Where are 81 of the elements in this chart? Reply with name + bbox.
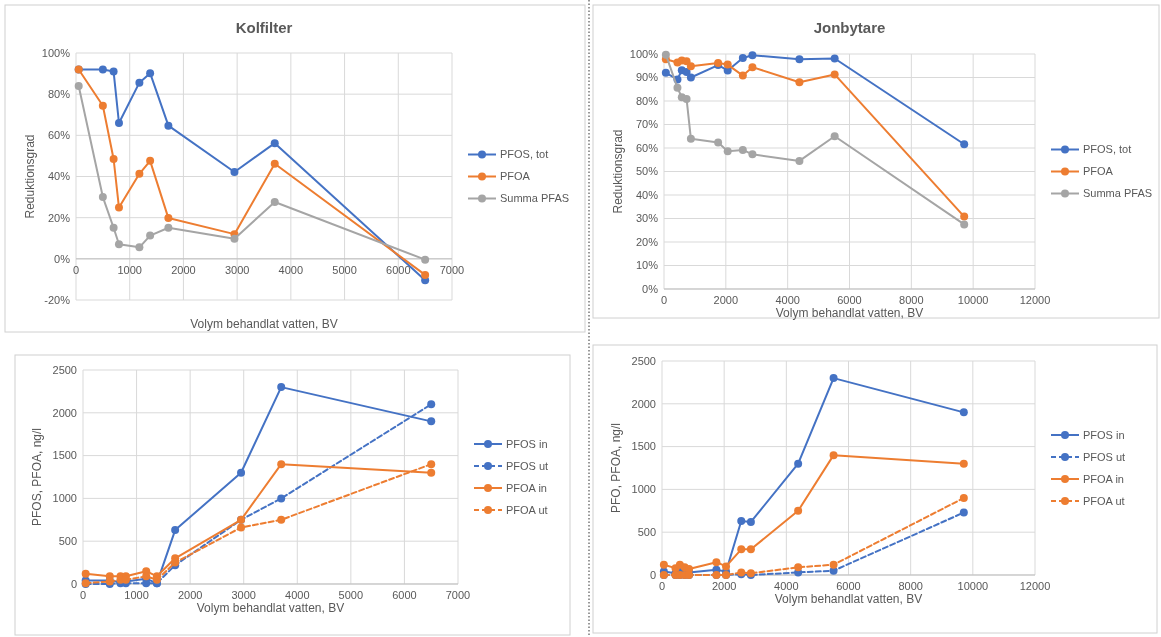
y-tick-label: 20%: [635, 235, 659, 248]
y-tick-label: 60%: [635, 141, 659, 154]
y-tick-label: 500: [58, 535, 77, 548]
y-axis-title: PFOS, PFOA, ng/l: [30, 427, 44, 527]
y-tick-label: 40%: [635, 188, 659, 201]
x-tick-label: 1000: [124, 589, 149, 601]
x-tick-label: 7000: [439, 263, 465, 276]
x-tick-label: 2000: [711, 580, 737, 592]
y-axis-title: Reduktionsgrad: [23, 134, 37, 219]
x-tick-label: 6000: [837, 294, 862, 306]
x-tick-label: 2000: [171, 263, 196, 276]
y-axis-title: PFO, PFOA, ng/l: [609, 422, 623, 514]
y-tick-label: 80%: [635, 94, 659, 107]
x-tick-label: 4000: [285, 589, 310, 601]
x-tick-label: 0: [79, 589, 87, 601]
legend-label: PFOA ut: [506, 503, 548, 516]
y-tick-label: 1000: [52, 492, 77, 505]
x-tick-label: 5000: [338, 589, 364, 601]
x-tick-label: 8000: [898, 580, 923, 592]
y-tick-label: 2000: [631, 397, 656, 410]
y-tick-label: 80%: [47, 88, 71, 101]
x-tick-label: 10000: [957, 580, 989, 592]
x-tick-label: 3000: [224, 263, 250, 276]
legend-label: PFOS ut: [1083, 450, 1126, 463]
chart-title: Kolfilter: [235, 19, 293, 36]
x-tick-label: 2000: [177, 589, 203, 601]
y-tick-label: 1500: [631, 440, 656, 453]
x-axis-title: Volym behandlat vatten, BV: [774, 592, 923, 606]
y-tick-label: 90%: [635, 71, 659, 84]
y-tick-label: 100%: [41, 46, 71, 59]
x-tick-label: 10000: [957, 294, 989, 306]
legend-label: PFOA: [500, 170, 531, 183]
y-tick-label: 20%: [47, 211, 71, 224]
x-axis-title: Volym behandlat vatten, BV: [196, 601, 345, 615]
x-tick-label: 6000: [392, 589, 417, 601]
y-tick-label: 2000: [52, 406, 77, 419]
y-tick-label: 70%: [635, 118, 659, 131]
legend-label: PFOA in: [1083, 472, 1124, 485]
legend-label: PFOA in: [506, 481, 547, 494]
y-tick-label: 60%: [47, 129, 71, 142]
y-tick-label: 1500: [52, 449, 77, 462]
y-tick-label: 0%: [54, 252, 71, 265]
legend-label: PFOS in: [1083, 428, 1125, 441]
x-tick-label: 6000: [836, 580, 861, 592]
x-tick-label: 4000: [774, 580, 799, 592]
x-tick-label: 4000: [775, 294, 800, 306]
x-tick-label: 4000: [278, 263, 304, 276]
y-tick-label: 2500: [631, 354, 656, 367]
legend-label: Summa PFAS: [500, 192, 570, 205]
x-tick-label: 7000: [445, 589, 471, 601]
y-axis-title: Reduktionsgrad: [611, 129, 625, 214]
x-axis-title: Volym behandlat vatten, BV: [775, 306, 924, 320]
legend-label: PFOS, tot: [500, 148, 549, 161]
x-tick-label: 3000: [231, 589, 256, 601]
legend-label: PFOS, tot: [1083, 143, 1132, 156]
x-tick-label: 12000: [1019, 580, 1051, 592]
x-tick-label: 8000: [899, 294, 924, 306]
y-tick-label: 100%: [629, 47, 659, 60]
x-axis-title: Volym behandlat vatten, BV: [190, 317, 338, 331]
y-tick-label: 500: [637, 526, 656, 539]
legend-label: PFOS ut: [506, 459, 549, 472]
x-tick-label: 12000: [1019, 294, 1051, 306]
legend-label: Summa PFAS: [1083, 187, 1153, 200]
y-tick-label: -20%: [44, 293, 71, 306]
legend-label: PFOA: [1083, 165, 1114, 178]
y-tick-label: 0: [649, 568, 656, 581]
y-tick-label: 10%: [635, 259, 659, 272]
chart-title: Jonbytare: [813, 19, 886, 36]
x-tick-label: 6000: [386, 263, 411, 276]
y-tick-label: 1000: [631, 483, 656, 496]
y-tick-label: 50%: [635, 165, 659, 178]
y-tick-label: 30%: [635, 212, 659, 225]
y-tick-label: 0%: [642, 282, 659, 295]
y-tick-label: 2500: [52, 363, 77, 376]
legend-label: PFOA ut: [1083, 494, 1125, 507]
x-tick-label: 2000: [713, 294, 739, 306]
legend-label: PFOS in: [506, 437, 548, 450]
x-tick-label: 1000: [117, 263, 142, 276]
x-tick-label: 0: [660, 294, 668, 306]
x-tick-label: 5000: [332, 263, 357, 276]
y-tick-label: 40%: [47, 170, 71, 183]
